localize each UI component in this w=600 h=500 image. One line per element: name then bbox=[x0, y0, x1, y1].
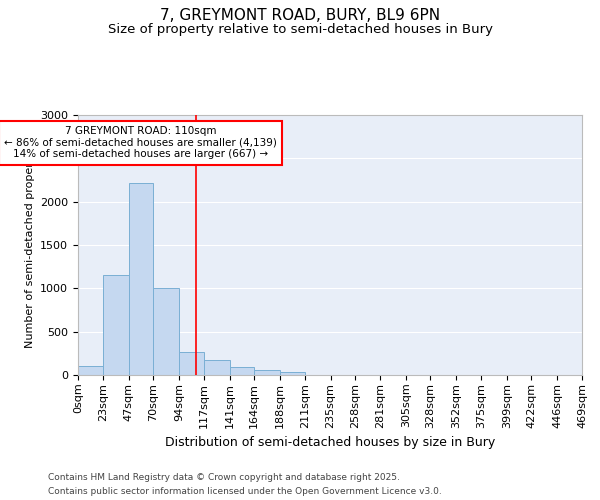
Bar bbox=[128, 184, 153, 375]
Bar bbox=[230, 367, 254, 375]
Y-axis label: Number of semi-detached properties: Number of semi-detached properties bbox=[25, 142, 35, 348]
Text: Size of property relative to semi-detached houses in Bury: Size of property relative to semi-detach… bbox=[107, 22, 493, 36]
Text: Contains HM Land Registry data © Crown copyright and database right 2025.: Contains HM Land Registry data © Crown c… bbox=[48, 472, 400, 482]
Text: Contains public sector information licensed under the Open Government Licence v3: Contains public sector information licen… bbox=[48, 488, 442, 496]
Bar bbox=[280, 372, 305, 375]
Bar bbox=[103, 276, 128, 375]
Bar bbox=[78, 366, 103, 375]
Text: 7 GREYMONT ROAD: 110sqm
← 86% of semi-detached houses are smaller (4,139)
14% of: 7 GREYMONT ROAD: 110sqm ← 86% of semi-de… bbox=[4, 126, 277, 160]
Bar bbox=[179, 352, 204, 375]
Text: 7, GREYMONT ROAD, BURY, BL9 6PN: 7, GREYMONT ROAD, BURY, BL9 6PN bbox=[160, 8, 440, 22]
Bar bbox=[254, 370, 280, 375]
Bar bbox=[153, 288, 179, 375]
X-axis label: Distribution of semi-detached houses by size in Bury: Distribution of semi-detached houses by … bbox=[165, 436, 495, 449]
Bar bbox=[204, 360, 230, 375]
